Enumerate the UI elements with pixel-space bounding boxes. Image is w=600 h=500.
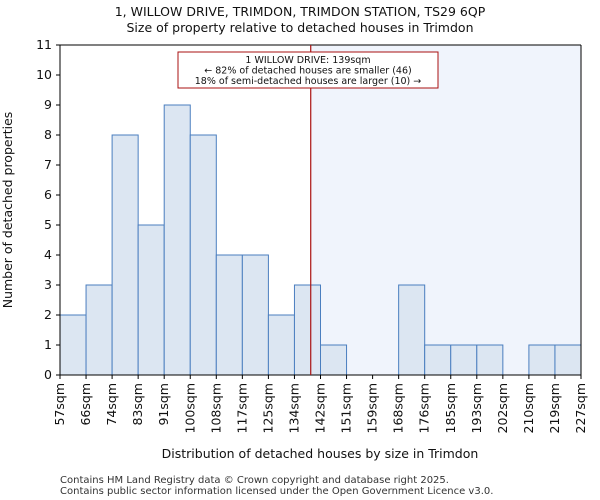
x-tick-label: 134sqm bbox=[286, 383, 301, 433]
y-tick-label: 4 bbox=[44, 247, 52, 262]
y-tick-label: 9 bbox=[44, 97, 52, 112]
x-axis-label: Distribution of detached houses by size … bbox=[162, 446, 479, 461]
annotation-line-3: 18% of semi-detached houses are larger (… bbox=[195, 76, 422, 87]
x-tick-label: 108sqm bbox=[208, 383, 223, 433]
x-tick-label: 66sqm bbox=[78, 383, 93, 426]
x-tick-label: 176sqm bbox=[417, 383, 432, 433]
bar bbox=[476, 344, 504, 376]
chart-title-line2: Size of property relative to detached ho… bbox=[126, 20, 473, 35]
x-tick-label: 125sqm bbox=[260, 383, 275, 433]
bar bbox=[189, 134, 217, 376]
chart-title-line1: 1, WILLOW DRIVE, TRIMDON, TRIMDON STATIO… bbox=[115, 4, 486, 19]
bar bbox=[267, 314, 295, 376]
y-tick-label: 11 bbox=[36, 37, 52, 52]
x-tick-label: 142sqm bbox=[313, 383, 328, 433]
bar bbox=[398, 284, 426, 376]
x-tick-label: 227sqm bbox=[573, 383, 588, 433]
x-tick-label: 210sqm bbox=[521, 383, 536, 433]
x-tick-label: 100sqm bbox=[182, 383, 197, 433]
bar bbox=[293, 284, 322, 376]
bar bbox=[450, 344, 478, 376]
y-tick-label: 10 bbox=[36, 67, 52, 82]
x-tick-label: 185sqm bbox=[443, 383, 458, 433]
x-tick-label: 74sqm bbox=[104, 383, 119, 426]
x-tick-label: 219sqm bbox=[547, 383, 562, 433]
bar bbox=[163, 104, 191, 376]
bar bbox=[85, 284, 113, 376]
annotation-box bbox=[177, 51, 439, 89]
bar bbox=[320, 344, 348, 376]
x-tick-label: 193sqm bbox=[469, 383, 484, 433]
x-tick-label: 202sqm bbox=[495, 383, 510, 433]
y-tick-label: 8 bbox=[44, 127, 52, 142]
bar bbox=[59, 314, 87, 376]
y-tick-label: 5 bbox=[44, 217, 52, 232]
y-axis-label: Number of detached properties bbox=[0, 112, 15, 309]
annotation-line-1: 1 WILLOW DRIVE: 139sqm bbox=[245, 55, 370, 66]
y-tick-label: 1 bbox=[44, 337, 52, 352]
bar bbox=[528, 344, 556, 376]
bar bbox=[215, 254, 243, 376]
y-tick-label: 6 bbox=[44, 187, 52, 202]
x-tick-label: 57sqm bbox=[52, 383, 67, 426]
bar bbox=[241, 254, 269, 376]
bar bbox=[554, 344, 582, 376]
y-tick-label: 2 bbox=[44, 307, 52, 322]
bar bbox=[424, 344, 452, 376]
x-tick-label: 117sqm bbox=[234, 383, 249, 433]
footer-line1: Contains HM Land Registry data © Crown c… bbox=[60, 475, 449, 486]
x-tick-label: 83sqm bbox=[130, 383, 145, 426]
y-tick-label: 3 bbox=[44, 277, 52, 292]
bar bbox=[137, 224, 165, 376]
x-tick-label: 91sqm bbox=[156, 383, 171, 426]
x-tick-label: 159sqm bbox=[365, 383, 380, 433]
footer-line2: Contains public sector information licen… bbox=[60, 486, 493, 497]
larger-region-shade bbox=[310, 45, 581, 375]
x-tick-label: 151sqm bbox=[339, 383, 354, 433]
annotation-line-2: ← 82% of detached houses are smaller (46… bbox=[204, 66, 411, 77]
y-tick-label: 7 bbox=[44, 157, 52, 172]
x-tick-label: 168sqm bbox=[391, 383, 406, 433]
bar bbox=[111, 134, 139, 376]
y-tick-label: 0 bbox=[44, 367, 52, 382]
plot-area: 0 1 2 3 4 5 6 7 8 9 10 11 57sqm 66sqm 74sqm 83sqm 91sqm 1… bbox=[36, 37, 588, 433]
